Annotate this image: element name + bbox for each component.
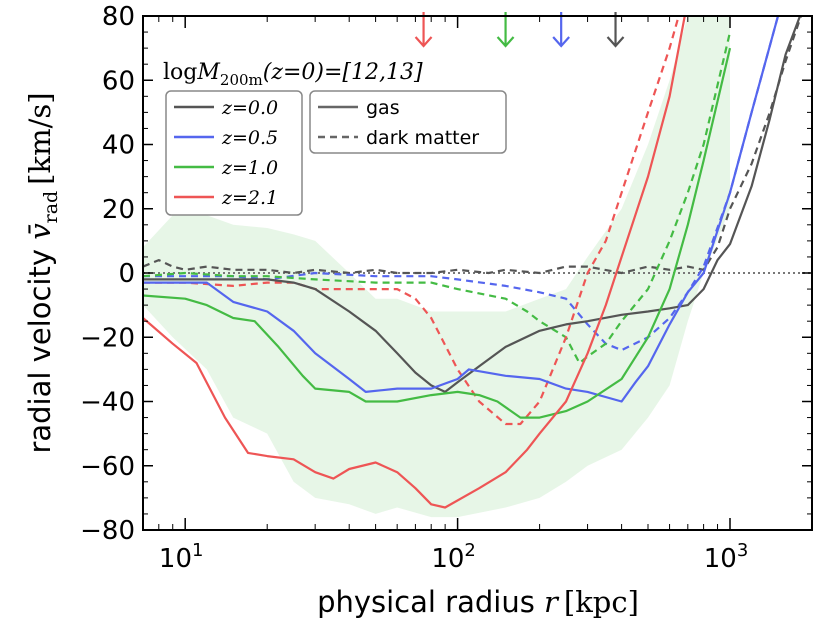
y-axis-title-variable: v̄ [23,223,57,240]
arrow-head-3 [414,36,433,48]
gas-line-2 [143,47,732,419]
dm-line-1 [143,16,780,352]
dark-matter-lines-layer [143,16,803,426]
x-tick-base: 10 [159,544,192,574]
arrow-markers-layer [414,12,625,48]
x-tick-base: 10 [704,544,737,574]
y-tick-label: 40 [102,131,135,161]
legend-label-2: z=1.0 [221,157,278,179]
y-tick-label: 80 [102,2,135,32]
x-tick-label: 102 [431,540,476,574]
arrow-head-0 [606,36,625,48]
legend-style-label-1: dark matter [366,127,479,149]
x-axis-title-text: physical radius [317,585,544,619]
y-tick-label: 0 [118,259,135,289]
legend-redshift-box [165,90,303,216]
x-tick-exponent: 2 [464,540,475,561]
legend-style-label-0: gas [366,97,400,119]
gas-line-1 [143,16,780,403]
x-tick-exponent: 1 [192,540,203,561]
y-tick-label: 20 [102,195,135,225]
y-tick-label: 60 [102,66,135,96]
annotation-log: log [163,60,197,85]
plot-frame [142,15,813,531]
x-axis-title-unit: [kpc] [564,585,639,619]
y-axis-title-subscript: rad [40,191,62,224]
y-axis-title-unit: [km/s] [23,92,57,184]
legend-label-3: z=2.1 [221,187,278,209]
legend-redshift: z=0.0 z=0.5 z=1.0 z=2.1 [165,90,303,216]
x-tick-label: 101 [159,540,204,574]
legend-label-0: z=0.0 [221,97,278,119]
legend-component-box [309,90,507,154]
gas-line-3 [143,16,686,509]
annotation-redshift-range: (z=0)=[12,13] [263,60,423,85]
x-tick-base: 10 [431,544,464,574]
x-axis-title: physical radius r [kpc] [317,585,639,619]
y-axis-title-text: radial velocity [23,240,57,454]
gas-lines-layer [143,16,802,509]
x-tick-label: 103 [704,540,749,574]
gas-line-0 [143,16,802,393]
dm-line-0 [143,16,803,275]
y-tick-label: −20 [80,323,135,353]
dm-line-2 [143,31,732,365]
arrow-head-2 [496,36,515,48]
y-tick-label: −40 [80,388,135,418]
legend-label-1: z=0.5 [221,127,278,149]
legend-component: gas dark matter [309,90,507,154]
x-axis-title-variable: r [544,585,560,619]
annotation-subscript: 200m [220,71,263,89]
x-tick-exponent: 3 [737,540,748,561]
mass-range-annotation: logM200m(z=0)=[12,13] [163,60,423,89]
y-tick-label: −80 [80,516,135,546]
arrow-head-1 [552,36,570,48]
annotation-mass-symbol: M [196,60,220,85]
y-tick-label: −60 [80,452,135,482]
y-axis-title: radial velocity v̄rad [km/s] [23,92,62,453]
